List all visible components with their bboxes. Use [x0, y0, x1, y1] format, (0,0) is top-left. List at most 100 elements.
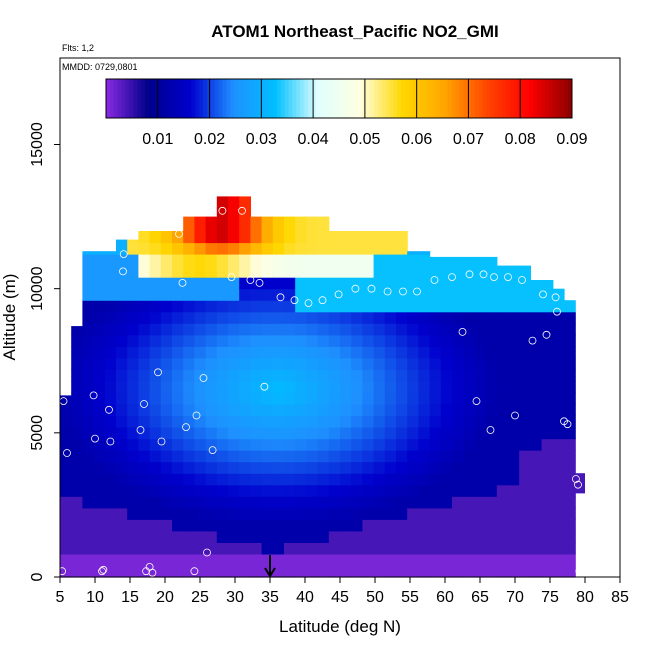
observation-point [58, 567, 66, 576]
observation-point [528, 336, 537, 345]
observation-point [91, 434, 99, 443]
x-tick-label: 40 [296, 589, 314, 606]
observation-point [572, 475, 580, 483]
observation-point [119, 250, 128, 259]
observation-point [290, 296, 299, 305]
colorbar-tick-label: 0.09 [556, 131, 587, 148]
x-tick-label: 45 [331, 589, 349, 606]
observation-point [553, 307, 561, 316]
observation-point [504, 273, 512, 282]
colorbar-tick-label: 0.06 [401, 131, 432, 148]
colorbar-tick-label: 0.03 [246, 131, 277, 148]
observation-point [89, 391, 98, 400]
observation-point [542, 330, 551, 339]
observation-point [351, 284, 360, 293]
x-tick-label: 85 [611, 589, 629, 606]
y-tick-label: 15000 [29, 122, 46, 167]
observation-point [157, 437, 166, 446]
y-tick-label: 5000 [29, 415, 46, 451]
y-tick-label: 10000 [29, 266, 46, 311]
observation-point [304, 299, 313, 308]
observation-point [255, 278, 264, 287]
observation-point [472, 397, 481, 406]
y-axis: 0 5000 10000 15000 [29, 122, 60, 581]
x-tick-label: 70 [506, 589, 524, 606]
x-tick-label: 15 [121, 589, 139, 606]
observation-point [486, 426, 495, 434]
observation-point [208, 446, 217, 455]
observation-point [430, 276, 439, 284]
observation-point [458, 327, 467, 336]
x-tick-label: 5 [56, 589, 65, 606]
colorbar-tick-label: 0.04 [298, 131, 329, 148]
x-tick-label: 25 [191, 589, 209, 606]
x-tick-label: 75 [541, 589, 559, 606]
y-tick-label: 0 [29, 572, 46, 581]
latitude-marker [264, 555, 276, 578]
observation-point [246, 276, 255, 284]
observation-point [190, 567, 199, 576]
observation-point [318, 296, 327, 305]
observation-point [73, 250, 82, 259]
heatmap-field [60, 196, 585, 578]
x-tick-label: 35 [261, 589, 279, 606]
observation-point [148, 568, 157, 577]
observation-point [479, 270, 488, 279]
observation-point [511, 411, 519, 420]
x-tick-label: 20 [156, 589, 174, 606]
observation-point [119, 267, 127, 276]
observation-point [182, 423, 190, 432]
marker-arrow-head [264, 567, 276, 578]
observation-point [575, 567, 584, 576]
observation-point [106, 437, 115, 446]
observation-point [105, 405, 113, 414]
observation-point [465, 270, 474, 279]
colorbar-tick-label: 0.08 [505, 131, 536, 148]
observation-point [70, 270, 78, 279]
observation-point [574, 480, 582, 489]
observation-points [58, 206, 584, 577]
colorbar-tick-label: 0.01 [142, 131, 173, 148]
x-tick-label: 50 [366, 589, 384, 606]
info-line-dates: MMDD: 0729,0801 [62, 62, 138, 72]
x-axis: 5 10 15 20 25 30 35 40 45 50 55 60 65 70 75 80 85 [56, 577, 629, 606]
observation-point [218, 206, 227, 215]
observation-point [497, 247, 505, 256]
observation-point [175, 229, 183, 238]
colorbar-tick-label: 0.05 [349, 131, 380, 148]
observation-point [63, 449, 71, 457]
observation-point [334, 290, 343, 299]
observation-point [99, 565, 108, 574]
observation-point [490, 273, 498, 282]
observation-point [399, 287, 407, 296]
observation-point [539, 290, 547, 299]
observation-point [551, 293, 560, 302]
colorbar-tick-label: 0.07 [453, 131, 484, 148]
colorbar: 0.01 0.02 0.03 0.04 0.05 0.06 0.07 0.08 0.09 [105, 78, 588, 148]
observation-point [203, 548, 211, 557]
x-axis-label: Latitude (deg N) [279, 617, 401, 636]
observation-point [563, 420, 572, 429]
observation-point [276, 293, 285, 302]
observation-point [518, 276, 526, 284]
observation-point [98, 567, 106, 576]
colorbar-tick-label: 0.02 [194, 131, 225, 148]
chart-title: ATOM1 Northeast_Pacific NO2_GMI [211, 22, 499, 41]
x-tick-label: 65 [471, 589, 489, 606]
y-axis-label: Altitude (m) [0, 274, 19, 361]
info-line-flights: Flts: 1,2 [62, 43, 94, 53]
observation-point [154, 368, 162, 377]
observation-point [140, 400, 148, 408]
observation-point [448, 273, 456, 282]
x-tick-label: 10 [86, 589, 104, 606]
observation-point [413, 287, 421, 296]
observation-point [192, 411, 201, 420]
x-tick-label: 30 [226, 589, 244, 606]
observation-point [227, 273, 236, 282]
observation-point [178, 278, 187, 287]
observation-point [136, 426, 145, 434]
x-tick-label: 80 [576, 589, 594, 606]
observation-point [199, 374, 208, 382]
observation-point [383, 287, 392, 296]
observation-point [238, 206, 246, 215]
